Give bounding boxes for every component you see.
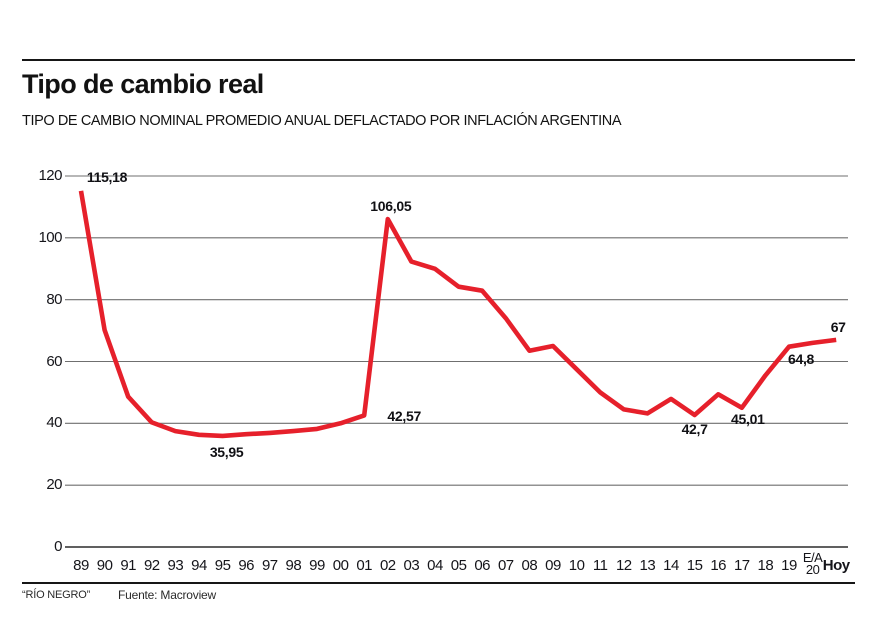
x-axis-tick-93: 93 (167, 557, 184, 574)
x-axis-tick-95: 95 (214, 557, 231, 574)
x-axis-tick-92: 92 (143, 557, 160, 574)
x-axis-tick-04: 04 (427, 557, 443, 574)
page-subtitle: TIPO DE CAMBIO NOMINAL PROMEDIO ANUAL DE… (22, 113, 622, 129)
x-axis-tick-07: 07 (497, 557, 514, 574)
x-axis-tick-11: 11 (592, 557, 608, 574)
x-axis-tick-09: 09 (545, 557, 561, 574)
x-axis-tick-96: 96 (238, 557, 255, 574)
x-axis-tick-15: 15 (686, 557, 703, 574)
y-axis-tick-60: 60 (46, 352, 62, 370)
x-axis-tick-17: 17 (733, 557, 750, 574)
top-rule (22, 59, 855, 61)
x-axis-tick-12: 12 (615, 557, 632, 574)
x-axis-tick-08: 08 (521, 557, 538, 574)
data-label-35-95: 35,95 (209, 443, 244, 460)
series-line-tipo-de-cambio-real (78, 190, 837, 439)
x-axis-tick-02: 02 (379, 557, 396, 574)
x-axis-tick-18: 18 (757, 557, 774, 574)
x-axis-tick-hoy: Hoy (822, 557, 850, 574)
x-axis-tick-13: 13 (639, 557, 656, 574)
x-axis-tick-94: 94 (191, 557, 207, 574)
data-label-42-57: 42,57 (387, 408, 421, 425)
data-label-64-8: 64,8 (787, 350, 815, 367)
x-axis-tick-89: 89 (73, 557, 89, 574)
y-axis-tick-40: 40 (46, 414, 62, 432)
data-label-45-01: 45,01 (731, 410, 765, 427)
x-axis-tick-00: 00 (332, 557, 349, 574)
x-axis-tick-16: 16 (710, 557, 727, 574)
source-credit: Fuente: Macroview (118, 588, 216, 602)
y-axis-tick-20: 20 (46, 476, 62, 494)
x-axis-tick-14: 14 (663, 557, 679, 574)
x-axis-tick-06: 06 (474, 557, 491, 574)
x-axis-tick-19: 19 (781, 557, 797, 574)
page-title: Tipo de cambio real (22, 69, 264, 99)
y-axis-tick-100: 100 (38, 228, 62, 246)
bottom-rule (22, 582, 855, 584)
data-label-106-05: 106,05 (370, 198, 412, 215)
data-label-67: 67 (830, 318, 846, 335)
x-axis-tick-e/a-20: E/A 20 (802, 550, 823, 577)
x-axis-tick-01: 01 (356, 557, 373, 574)
x-axis-tick-91: 91 (120, 557, 137, 574)
x-axis-tick-97: 97 (261, 557, 278, 574)
x-axis-tick-05: 05 (450, 557, 467, 574)
x-axis-tick-03: 03 (403, 557, 420, 574)
x-axis-tick-10: 10 (568, 557, 585, 574)
data-label-42-7: 42,7 (681, 420, 708, 437)
x-axis-tick-98: 98 (285, 557, 302, 574)
x-axis-tick-99: 99 (309, 557, 325, 574)
source-brand: “RÍO NEGRO” (22, 589, 91, 601)
x-axis-tick-90: 90 (96, 557, 113, 574)
y-axis-tick-80: 80 (46, 290, 62, 308)
data-label-115-18: 115,18 (86, 168, 128, 185)
y-axis-tick-120: 120 (38, 167, 62, 184)
y-axis-tick-0: 0 (54, 538, 62, 555)
